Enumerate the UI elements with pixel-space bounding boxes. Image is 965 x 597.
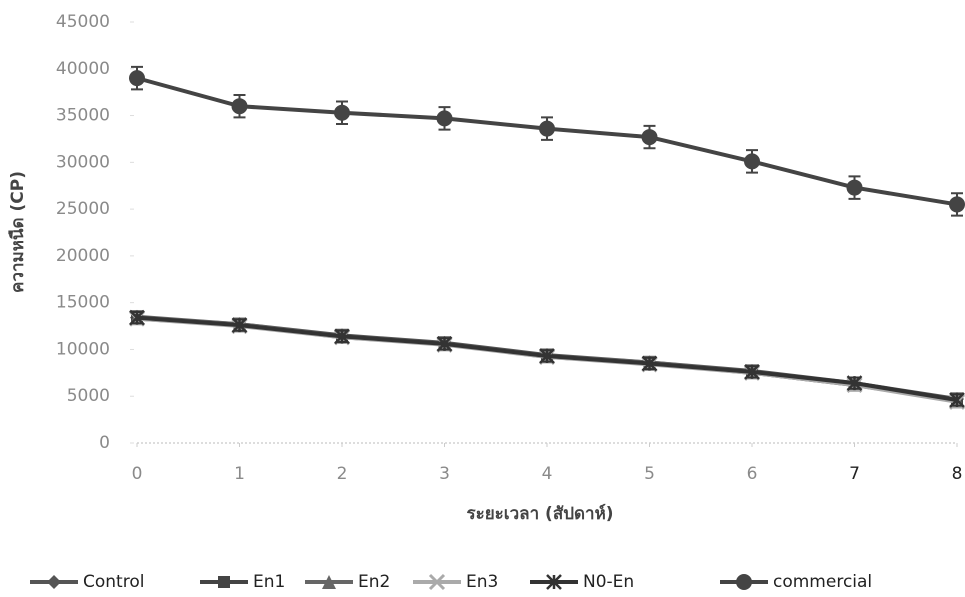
data-point — [539, 121, 555, 137]
y-tick-label: 10000 — [56, 339, 110, 359]
legend-label: En3 — [466, 572, 498, 592]
data-point — [232, 98, 248, 114]
y-tick-label: 0 — [99, 433, 110, 453]
x-tick-label: 7 — [849, 464, 860, 484]
y-tick-label: 20000 — [56, 246, 110, 266]
legend-marker — [218, 576, 230, 588]
x-tick-label: 2 — [337, 464, 348, 484]
x-tick-label: 8 — [952, 464, 963, 484]
data-point — [949, 196, 965, 212]
y-tick-label: 25000 — [56, 199, 110, 219]
x-tick-label: 4 — [542, 464, 553, 484]
x-tick-label: 3 — [439, 464, 450, 484]
legend-label: commercial — [773, 572, 872, 592]
x-tick-label: 6 — [747, 464, 758, 484]
series-line — [137, 78, 957, 204]
legend-marker-shape — [736, 574, 752, 590]
legend-marker — [47, 575, 61, 589]
legend-marker-shape — [47, 575, 61, 589]
legend-marker-shape — [218, 576, 230, 588]
y-tick-label: 45000 — [56, 12, 110, 32]
chart: ระยะเวลา (สัปดาห์) ความหนืด (CP) 0500010… — [0, 0, 965, 597]
data-point — [334, 105, 350, 121]
legend-label: En2 — [358, 572, 390, 592]
legend-label: Control — [83, 572, 144, 592]
y-tick-label: 35000 — [56, 106, 110, 126]
x-axis-title: ระยะเวลา (สัปดาห์) — [466, 503, 613, 524]
data-point — [437, 110, 453, 126]
y-tick-label: 5000 — [67, 386, 110, 406]
legend-label: N0-En — [583, 572, 634, 592]
legend-label: En1 — [253, 572, 285, 592]
x-tick-label: 5 — [644, 464, 655, 484]
data-point — [847, 180, 863, 196]
y-tick-label: 40000 — [56, 59, 110, 79]
y-tick-label: 15000 — [56, 293, 110, 313]
data-point — [129, 70, 145, 86]
data-point — [744, 153, 760, 169]
x-tick-label: 1 — [234, 464, 245, 484]
legend-marker — [736, 574, 752, 590]
y-axis-title: ความหนืด (CP) — [7, 171, 28, 293]
x-tick-label: 0 — [132, 464, 143, 484]
data-point — [642, 129, 658, 145]
y-tick-label: 30000 — [56, 152, 110, 172]
